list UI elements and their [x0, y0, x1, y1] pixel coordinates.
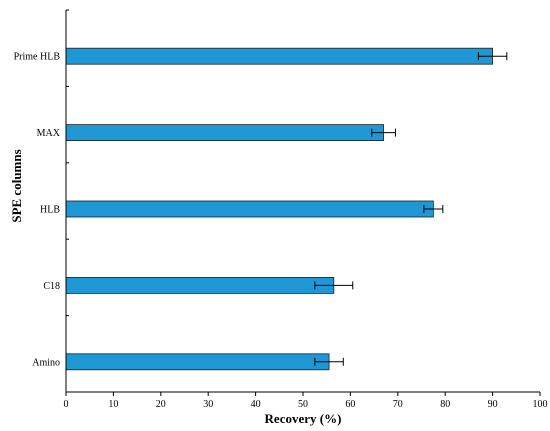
- error-bars-group: [314, 52, 508, 366]
- x-tick-label: 0: [64, 399, 69, 410]
- y-tick-label: C18: [43, 281, 60, 292]
- x-ticks-group: 0 10 20 30 40 50 60 70 80 90 100: [64, 392, 548, 410]
- bar-amino: [65, 353, 330, 371]
- y-tick-label: Amino: [32, 357, 60, 368]
- x-tick-label: 20: [156, 399, 166, 410]
- bar-c18: [65, 276, 335, 294]
- x-tick-label: 100: [533, 399, 548, 410]
- x-tick-label: 60: [345, 399, 355, 410]
- y-tick-label: MAX: [37, 128, 61, 139]
- x-axis-label: Recovery (%): [265, 411, 342, 426]
- x-tick-label: 30: [203, 399, 213, 410]
- x-tick-label: 10: [108, 399, 118, 410]
- x-tick-label: 90: [488, 399, 498, 410]
- bar-prime-hlb: [65, 47, 494, 65]
- y-tick-label: Prime HLB: [14, 52, 61, 63]
- bar-max: [65, 124, 384, 141]
- x-tick-label: 40: [251, 399, 261, 410]
- x-tick-label: 70: [393, 399, 403, 410]
- bar-hlb: [65, 200, 434, 218]
- y-ticks-group: Prime HLB MAX HLB C18 Amino: [14, 9, 69, 393]
- y-tick-label: HLB: [40, 205, 60, 216]
- x-tick-label: 50: [298, 399, 308, 410]
- y-axis-label: SPE columns: [9, 149, 24, 222]
- x-tick-label: 80: [440, 399, 450, 410]
